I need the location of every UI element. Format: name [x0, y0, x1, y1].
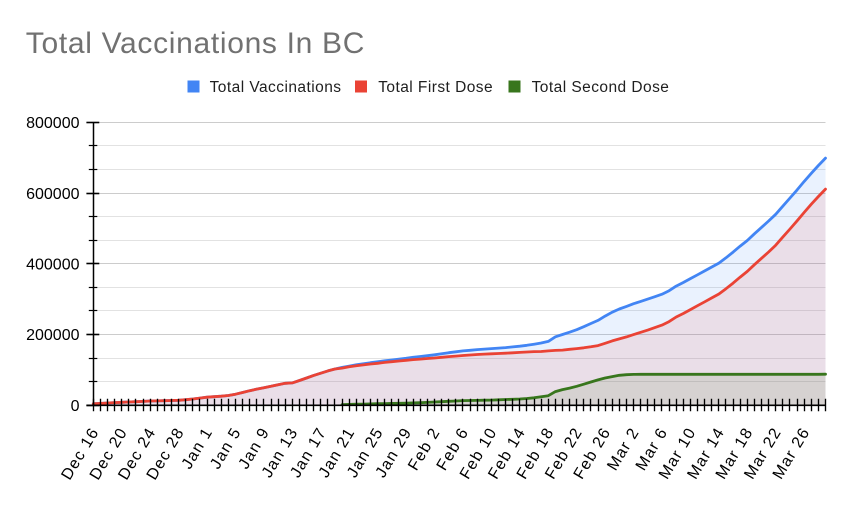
svg-text:Total Vaccinations: Total Vaccinations	[210, 79, 342, 96]
svg-text:600000: 600000	[26, 186, 79, 203]
svg-text:0: 0	[71, 398, 80, 415]
svg-text:Total First Dose: Total First Dose	[378, 79, 493, 96]
svg-text:800000: 800000	[26, 115, 79, 132]
svg-text:400000: 400000	[26, 257, 79, 274]
svg-text:Total Vaccinations In BC: Total Vaccinations In BC	[26, 27, 365, 60]
svg-text:200000: 200000	[26, 327, 79, 344]
svg-text:Total Second Dose: Total Second Dose	[532, 79, 670, 96]
